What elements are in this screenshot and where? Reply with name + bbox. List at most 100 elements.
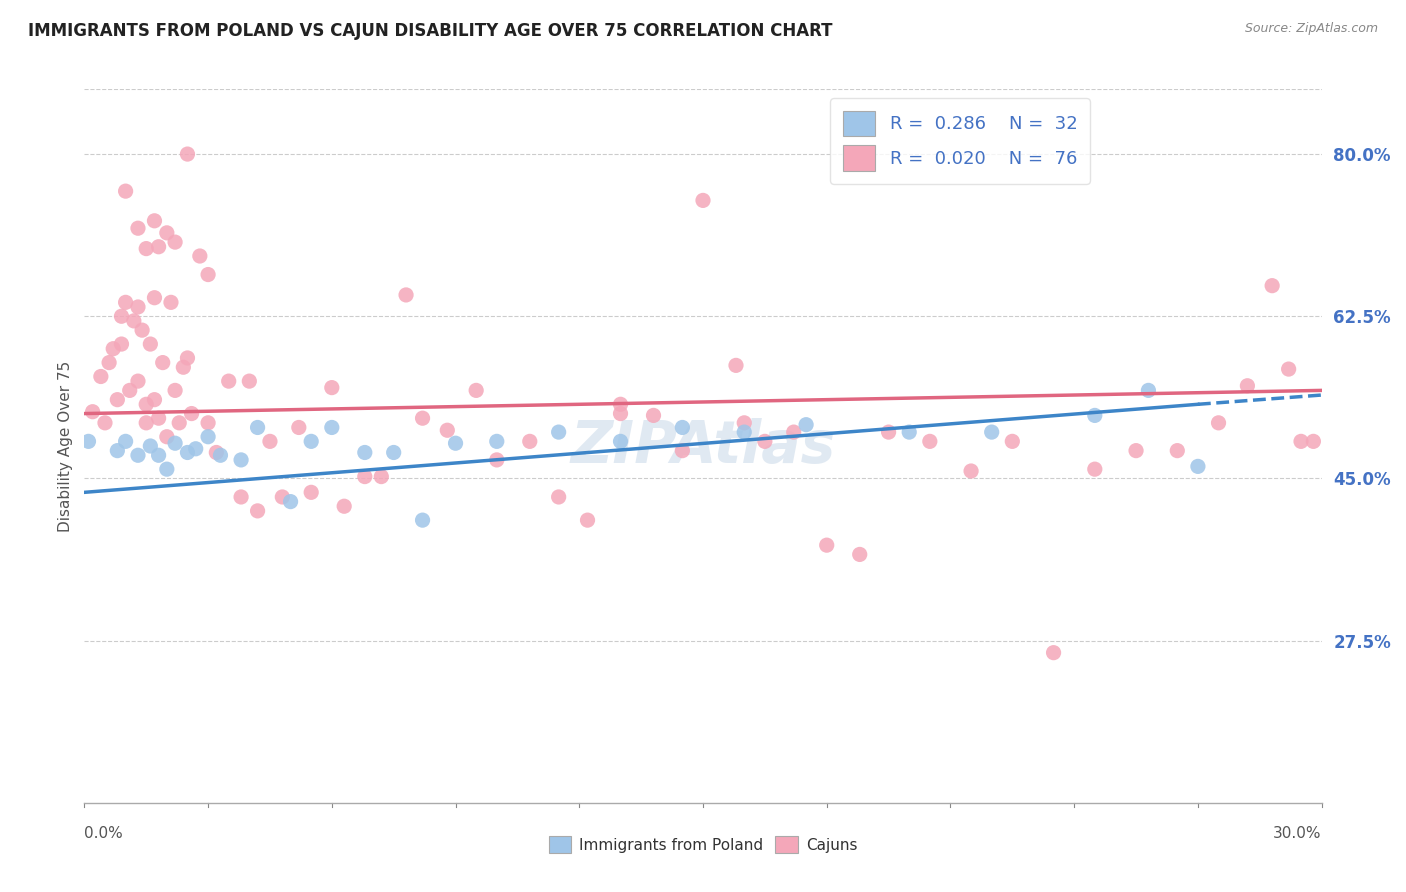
Point (436, 423, 458, 437)
Point (188, 249, 211, 263)
Point (165, 384, 187, 398)
Point (229, 490, 252, 504)
Point (321, 420, 343, 434)
Point (733, 416, 755, 430)
Point (98, 355, 121, 369)
Point (238, 374, 260, 388)
Point (1137, 384, 1160, 398)
Point (176, 147, 198, 161)
Point (1302, 434, 1324, 449)
Point (148, 411, 170, 425)
Point (77, 434, 100, 449)
Point (794, 417, 817, 432)
Point (733, 425, 755, 439)
Point (898, 425, 921, 439)
Point (184, 442, 207, 456)
Point (754, 434, 776, 449)
Point (114, 184, 136, 198)
Point (176, 445, 198, 459)
Point (127, 448, 149, 462)
Point (259, 434, 281, 449)
Point (135, 416, 157, 430)
Point (288, 420, 311, 434)
Point (176, 351, 198, 365)
Point (1001, 434, 1024, 449)
Point (980, 425, 1002, 439)
Point (382, 445, 405, 459)
Text: 30.0%: 30.0% (1274, 826, 1322, 841)
Point (156, 430, 179, 444)
Point (135, 397, 157, 411)
Point (127, 221, 149, 235)
Point (114, 434, 136, 449)
Point (160, 295, 183, 310)
Point (547, 425, 569, 439)
Point (609, 434, 631, 449)
Point (299, 485, 322, 500)
Point (165, 436, 187, 450)
Legend: Immigrants from Poland, Cajuns: Immigrants from Poland, Cajuns (543, 830, 863, 859)
Point (94, 416, 117, 430)
Point (960, 464, 983, 478)
Point (783, 425, 806, 439)
Point (1084, 409, 1107, 423)
Point (1125, 443, 1147, 458)
Point (1166, 443, 1188, 458)
Point (110, 337, 132, 351)
Point (485, 434, 508, 449)
Point (333, 500, 356, 514)
Point (122, 314, 145, 328)
Point (118, 384, 141, 398)
Point (135, 242, 157, 256)
Point (143, 392, 166, 407)
Point (643, 409, 665, 423)
Point (139, 439, 162, 453)
Point (143, 214, 166, 228)
Point (353, 445, 375, 459)
Point (412, 513, 434, 527)
Point (671, 420, 693, 434)
Point (609, 407, 631, 421)
Point (1187, 459, 1209, 474)
Point (1084, 462, 1107, 476)
Point (156, 226, 179, 240)
Point (148, 240, 170, 254)
Point (547, 490, 569, 504)
Point (280, 494, 302, 508)
Point (90, 369, 112, 384)
Y-axis label: Disability Age Over 75: Disability Age Over 75 (58, 360, 73, 532)
Point (353, 469, 375, 483)
Point (152, 355, 174, 369)
Point (465, 384, 488, 398)
Point (395, 288, 418, 302)
Point (692, 194, 714, 208)
Point (877, 425, 900, 439)
Point (110, 310, 132, 324)
Point (105, 392, 128, 407)
Point (209, 448, 232, 462)
Point (218, 374, 240, 388)
Point (82, 405, 104, 419)
Point (246, 504, 269, 518)
Point (918, 434, 941, 449)
Point (131, 323, 153, 337)
Point (205, 445, 228, 459)
Point (127, 374, 149, 388)
Point (412, 411, 434, 425)
Point (370, 469, 392, 483)
Point (1042, 646, 1064, 660)
Point (321, 381, 343, 395)
Point (485, 453, 508, 467)
Point (105, 443, 128, 458)
Point (299, 434, 322, 449)
Point (148, 448, 170, 462)
Point (444, 436, 467, 450)
Text: ZIPAtlas: ZIPAtlas (571, 417, 835, 475)
Point (197, 268, 219, 282)
Point (848, 548, 870, 562)
Point (724, 359, 747, 373)
Point (609, 397, 631, 411)
Point (1236, 378, 1258, 392)
Point (114, 295, 136, 310)
Point (167, 416, 190, 430)
